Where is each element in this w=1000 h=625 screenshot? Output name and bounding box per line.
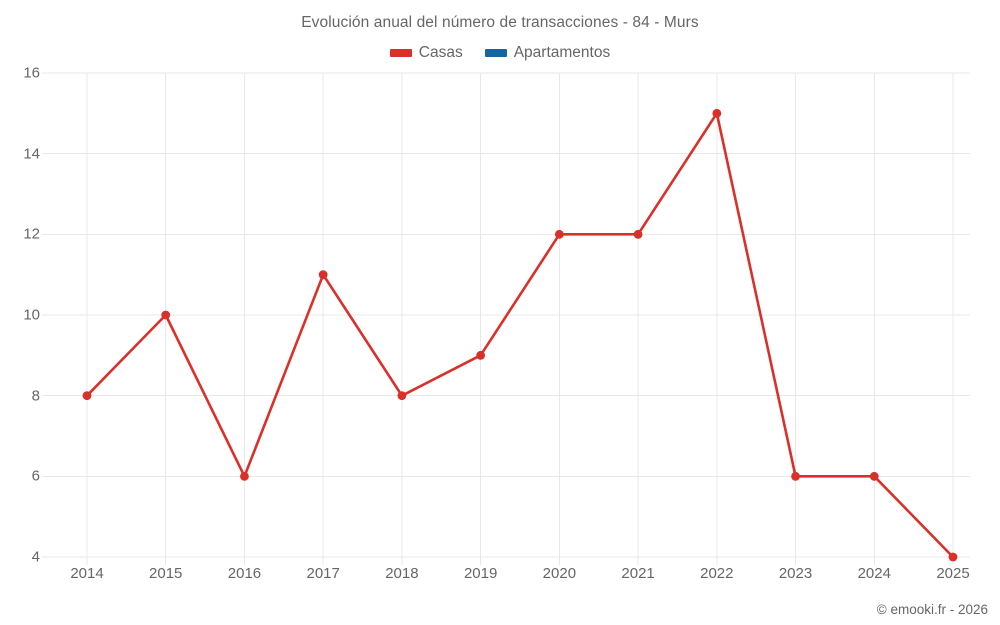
data-point-marker[interactable] xyxy=(712,108,722,118)
y-axis: 4 6 8 10 12 14 16 xyxy=(0,65,40,566)
y-axis-tick-label: 8 xyxy=(31,387,40,405)
x-axis-tick-label: 2015 xyxy=(149,565,183,582)
legend-label-apartamentos: Apartamentos xyxy=(513,44,611,61)
data-point-marker[interactable] xyxy=(476,350,486,360)
x-axis-tick-label: 2022 xyxy=(700,565,734,582)
data-point-marker[interactable] xyxy=(318,270,328,280)
chart-title: Evolución anual del número de transaccio… xyxy=(301,14,699,31)
y-axis-tick-label: 16 xyxy=(23,64,40,82)
data-point-marker[interactable] xyxy=(633,229,643,239)
data-point-marker[interactable] xyxy=(397,391,407,401)
x-axis-tick-label: 2020 xyxy=(542,565,577,582)
data-point-marker[interactable] xyxy=(82,391,92,401)
legend-item-casas[interactable]: Casas xyxy=(389,44,463,62)
data-point-marker[interactable] xyxy=(554,229,564,239)
copyright-credit: © emooki.fr - 2026 xyxy=(876,602,988,617)
series-lines xyxy=(85,112,955,559)
y-axis-tick-label: 14 xyxy=(23,145,40,163)
series-markers xyxy=(82,108,958,562)
x-axis-tick-label: 2014 xyxy=(70,565,104,582)
chart-legend: Casas Apartamentos xyxy=(0,44,1000,62)
x-axis-tick-label: 2016 xyxy=(227,565,262,582)
y-axis-tick-label: 12 xyxy=(23,225,40,243)
data-point-marker[interactable] xyxy=(791,471,800,481)
plot-svg xyxy=(42,72,970,565)
legend-item-apartamentos[interactable]: Apartamentos xyxy=(484,44,611,62)
y-axis-tick-label: 6 xyxy=(31,467,40,485)
y-axis-tick-label: 4 xyxy=(31,548,40,566)
x-axis-tick-label: 2025 xyxy=(936,565,970,582)
y-axis-tick-label: 10 xyxy=(23,306,40,324)
data-point-marker[interactable] xyxy=(948,552,958,562)
x-axis-tick-label: 2023 xyxy=(778,565,813,582)
gridlines-vertical xyxy=(86,73,954,565)
gridlines-horizontal xyxy=(42,72,970,558)
x-axis-tick-label: 2019 xyxy=(463,565,498,582)
x-axis-tick-label: 2018 xyxy=(385,565,419,582)
legend-swatch-apartamentos-icon xyxy=(484,49,507,57)
x-axis-tick-label: 2017 xyxy=(306,565,340,582)
legend-label-casas: Casas xyxy=(418,44,463,61)
plot-area xyxy=(42,72,970,565)
x-axis-tick-label: 2024 xyxy=(857,565,891,582)
legend-swatch-casas-icon xyxy=(389,49,412,57)
data-point-marker[interactable] xyxy=(240,471,249,481)
x-axis-tick-label: 2021 xyxy=(621,565,655,582)
series-line-casas xyxy=(85,112,955,559)
data-point-marker[interactable] xyxy=(869,471,879,481)
data-point-marker[interactable] xyxy=(161,310,171,320)
x-axis: 2014 2015 2016 2017 2018 2019 2020 2021 2022 2023… xyxy=(48,565,970,587)
